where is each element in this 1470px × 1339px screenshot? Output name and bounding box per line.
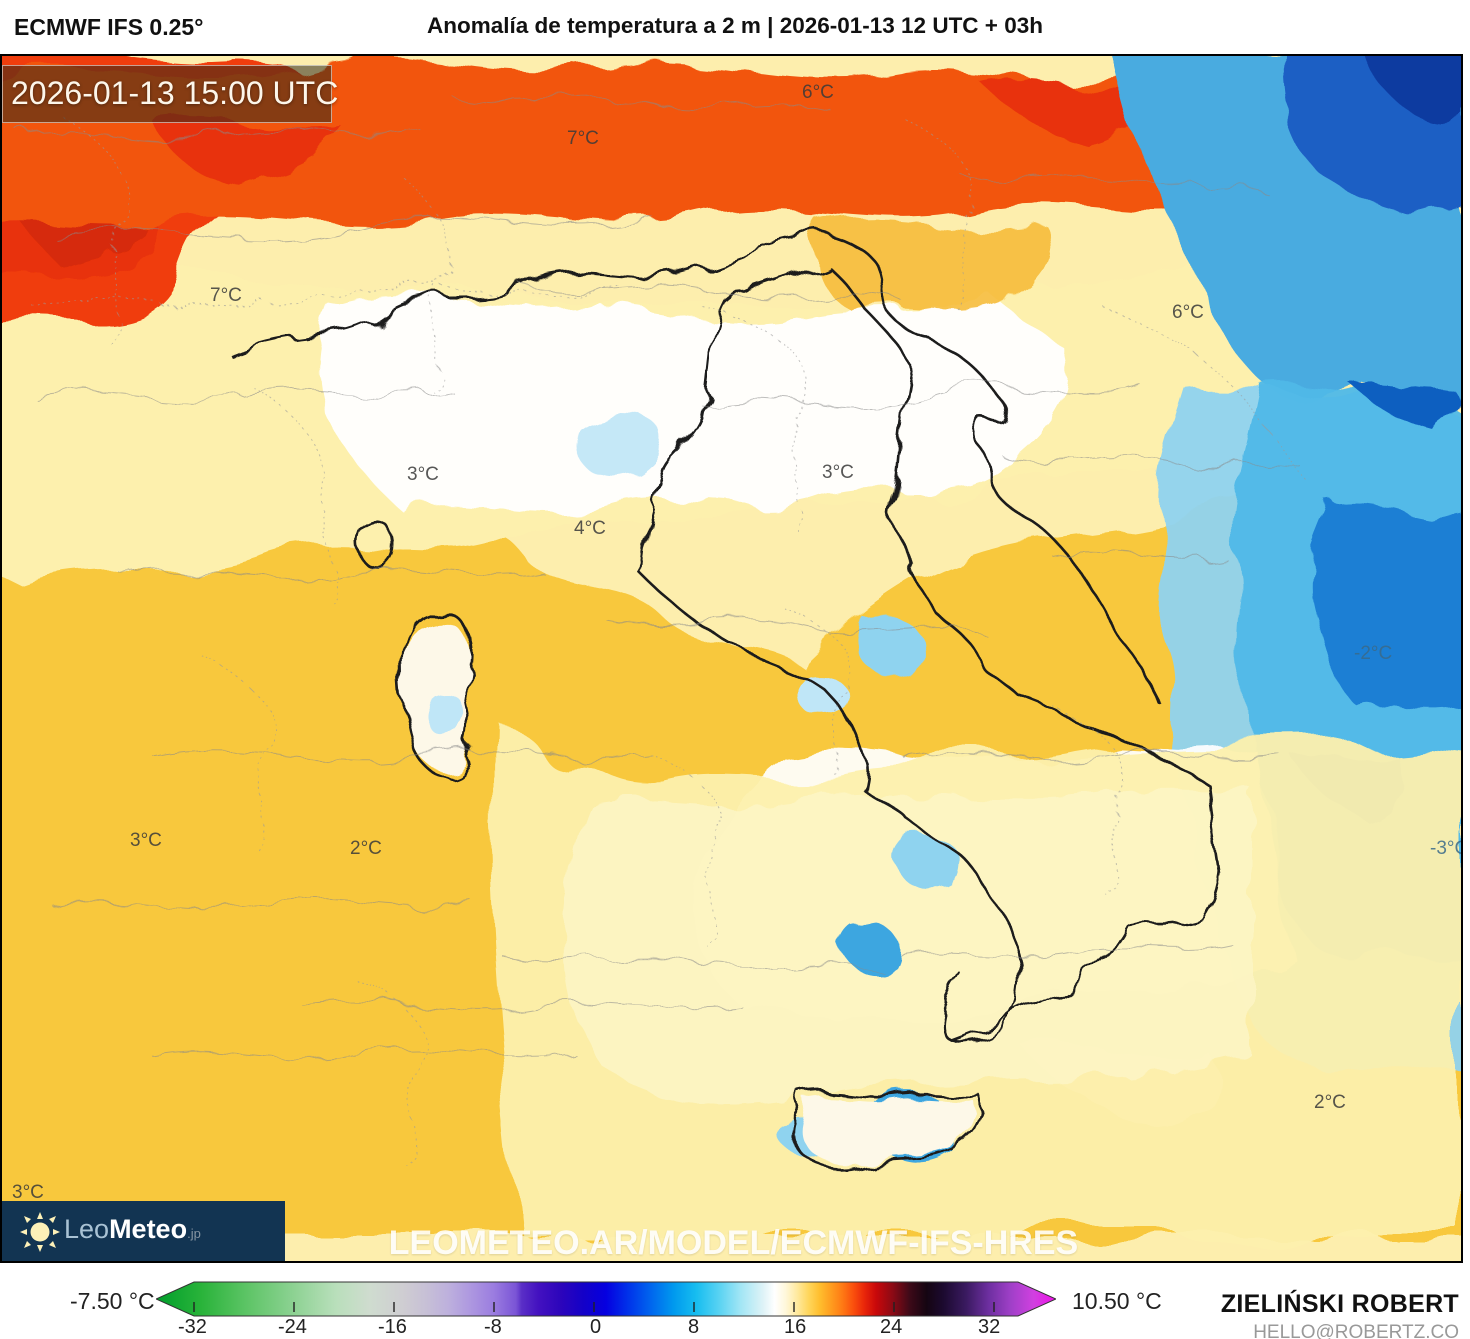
- svg-text:6°C: 6°C: [802, 82, 834, 103]
- svg-text:3°C: 3°C: [12, 1182, 44, 1203]
- svg-text:6°C: 6°C: [1172, 302, 1204, 323]
- svg-text:2°C: 2°C: [1314, 1092, 1346, 1113]
- svg-text:2°C: 2°C: [350, 838, 382, 859]
- svg-text:3°C: 3°C: [407, 464, 439, 485]
- svg-text:7°C: 7°C: [210, 285, 242, 306]
- svg-text:-3°C: -3°C: [1430, 838, 1463, 859]
- svg-text:3°C: 3°C: [130, 830, 162, 851]
- svg-text:4°C: 4°C: [574, 518, 606, 539]
- svg-text:-2°C: -2°C: [1354, 643, 1392, 664]
- svg-text:3°C: 3°C: [822, 462, 854, 483]
- svg-text:7°C: 7°C: [567, 128, 599, 149]
